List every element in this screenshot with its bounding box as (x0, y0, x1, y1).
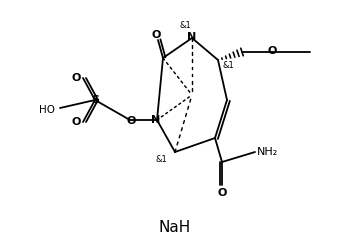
Text: O: O (217, 188, 227, 198)
Text: N: N (151, 115, 161, 125)
Text: O: O (151, 30, 161, 40)
Text: &1: &1 (155, 155, 167, 164)
Text: O: O (71, 73, 81, 83)
Text: N: N (187, 32, 197, 42)
Text: &1: &1 (179, 22, 191, 31)
Text: O: O (71, 117, 81, 127)
Text: S: S (91, 95, 99, 105)
Text: HO: HO (39, 105, 55, 115)
Text: &1: &1 (222, 61, 234, 69)
Text: O: O (267, 46, 277, 56)
Text: O: O (126, 116, 136, 126)
Text: NaH: NaH (159, 220, 191, 236)
Text: NH₂: NH₂ (256, 147, 277, 157)
